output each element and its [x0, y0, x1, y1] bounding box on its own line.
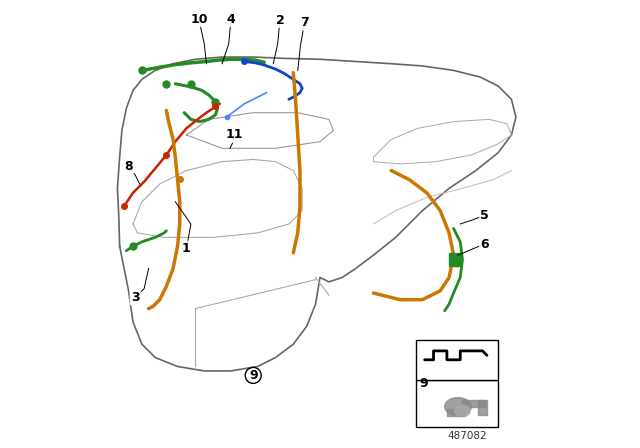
Text: 9: 9 — [249, 369, 257, 382]
Text: 7: 7 — [300, 16, 308, 29]
Text: 11: 11 — [226, 129, 243, 142]
Text: 6: 6 — [481, 237, 489, 250]
Text: 10: 10 — [190, 13, 207, 26]
Text: 4: 4 — [227, 13, 236, 26]
Text: 5: 5 — [481, 209, 489, 222]
FancyBboxPatch shape — [416, 340, 498, 380]
Text: 9: 9 — [420, 376, 428, 389]
FancyBboxPatch shape — [416, 380, 498, 426]
Text: 1: 1 — [182, 242, 191, 255]
Text: 2: 2 — [276, 13, 284, 26]
Text: 8: 8 — [124, 159, 133, 172]
Text: 3: 3 — [131, 291, 140, 304]
Ellipse shape — [454, 405, 470, 417]
FancyBboxPatch shape — [449, 253, 460, 266]
Text: 487082: 487082 — [447, 431, 487, 441]
Ellipse shape — [445, 398, 472, 415]
